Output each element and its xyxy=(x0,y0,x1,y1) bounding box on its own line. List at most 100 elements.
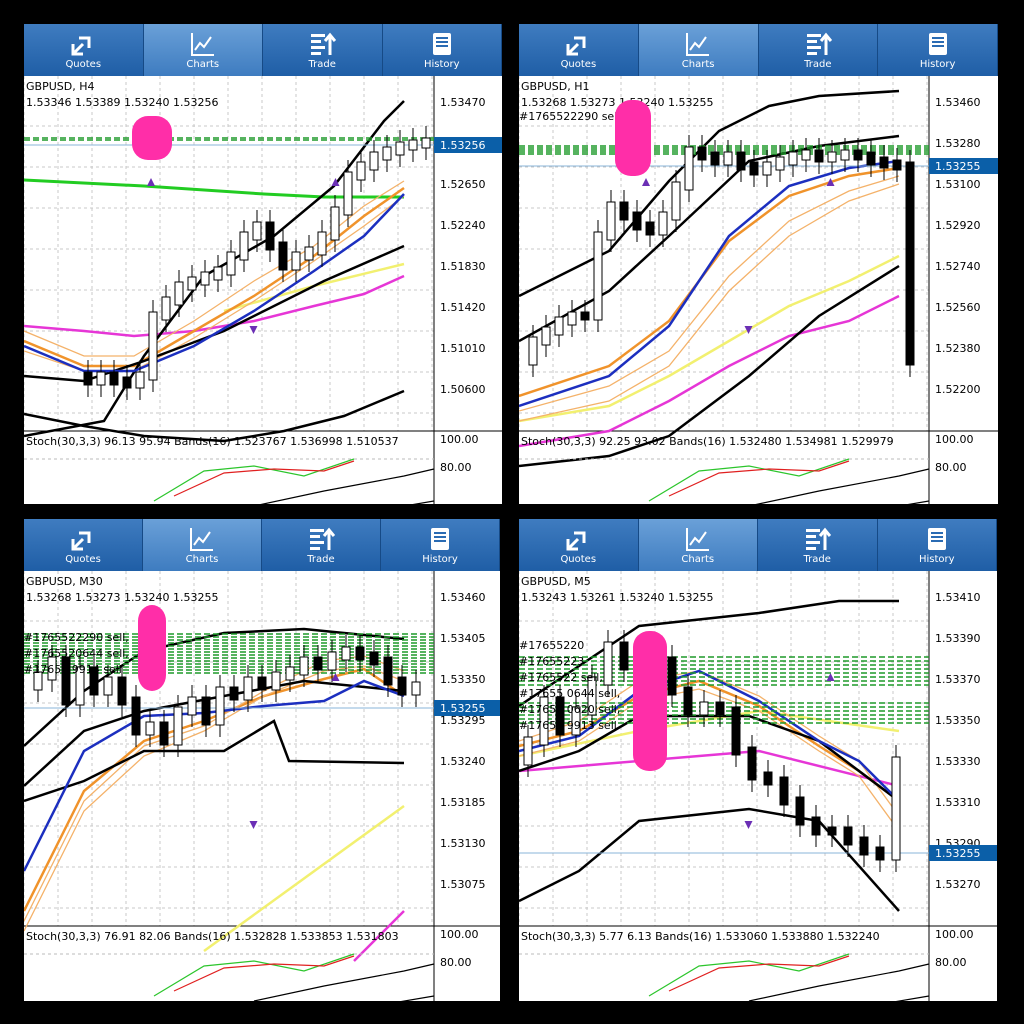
candle-bear xyxy=(313,656,323,671)
ohlc-label: 1.53268 1.53273 1.53240 1.53255 xyxy=(521,96,713,109)
chart-canvas[interactable]: GBPUSD, M30 1.53268 1.53273 1.53240 1.532… xyxy=(24,571,500,1001)
tab-history[interactable]: History xyxy=(878,519,997,571)
candle-bear xyxy=(619,641,629,671)
order-label: #1765522290 sell xyxy=(519,110,620,123)
tab-quotes[interactable]: Quotes xyxy=(519,519,639,571)
price-tag-value: 1.53256 xyxy=(440,139,486,152)
candle-bear xyxy=(747,746,757,781)
candle-bull xyxy=(658,211,668,236)
chart-canvas[interactable]: GBPUSD, H4 1.53346 1.53389 1.53240 1.5325… xyxy=(24,76,502,504)
price-axis-tick: 1.53410 xyxy=(935,591,981,604)
bollinger-band-line xyxy=(24,627,405,747)
tab-trade[interactable]: Trade xyxy=(759,24,879,76)
tab-history[interactable]: History xyxy=(878,24,998,76)
candle-bear xyxy=(814,149,824,163)
nav-bar: Quotes Charts Trade History xyxy=(24,519,500,571)
tab-trade[interactable]: Trade xyxy=(758,519,878,571)
candle-bear xyxy=(580,311,590,321)
price-axis-tick: 1.53130 xyxy=(440,837,486,850)
candle-bear xyxy=(859,836,869,856)
candle-bull xyxy=(33,671,43,691)
order-label: #17655 0620 sell, xyxy=(519,703,620,716)
grid xyxy=(519,571,929,926)
price-tag-value: 1.53255 xyxy=(935,847,981,860)
candle-bull xyxy=(840,149,850,161)
price-tag xyxy=(929,158,998,174)
tab-history[interactable]: History xyxy=(383,24,502,76)
nav-bar: Quotes Charts Trade History xyxy=(519,519,997,571)
candle-bull xyxy=(317,231,327,256)
nav-bar: Quotes Charts Trade History xyxy=(519,24,998,76)
candle-bear xyxy=(875,846,885,861)
tab-label: Quotes xyxy=(560,59,597,70)
stoch-axis-tick: 100.00 xyxy=(440,433,479,446)
stoch-signal-line xyxy=(668,955,850,992)
tab-trade[interactable]: Trade xyxy=(262,519,381,571)
tab-quotes[interactable]: Quotes xyxy=(519,24,639,76)
candles xyxy=(528,135,915,377)
price-axis-tick: 1.52380 xyxy=(935,342,981,355)
stoch-axis-tick: 80.00 xyxy=(935,461,967,474)
fractal-marker xyxy=(249,821,258,829)
candle-bull xyxy=(571,706,581,736)
candle-bear xyxy=(122,376,132,389)
price-axis-tick: 1.52200 xyxy=(935,383,981,396)
candle-bear xyxy=(843,826,853,846)
price-axis-tick: 1.52240 xyxy=(440,219,486,232)
price-tag-value: 1.53255 xyxy=(440,702,486,715)
candle-bull xyxy=(299,656,309,676)
candle-bull xyxy=(606,201,616,241)
candle-bull xyxy=(285,666,295,681)
stoch-signal-line xyxy=(173,955,355,992)
candle-bear xyxy=(795,796,805,826)
price-axis-tick: 1.53100 xyxy=(935,178,981,191)
stoch-label: Stoch(30,3,3) 76.91 82.06 Bands(16) 1.53… xyxy=(26,930,399,943)
candle-bull xyxy=(788,151,798,166)
tab-history[interactable]: History xyxy=(381,519,500,571)
bollinger-band-line xyxy=(519,264,900,468)
tab-quotes[interactable]: Quotes xyxy=(24,519,143,571)
order-label: #1765520644 sell, xyxy=(24,647,129,660)
candle-bear xyxy=(710,151,720,166)
candle-bull xyxy=(587,676,597,716)
stoch-axis-tick: 80.00 xyxy=(935,956,967,969)
bollinger-band-line xyxy=(24,100,405,438)
tab-charts[interactable]: Charts xyxy=(143,519,262,571)
tab-charts[interactable]: Charts xyxy=(638,519,758,571)
price-tag xyxy=(929,845,997,861)
fractal-marker xyxy=(744,821,753,829)
price-axis-tick: 1.51010 xyxy=(440,342,486,355)
price-axis-tick: 1.53310 xyxy=(935,796,981,809)
candle-bear xyxy=(265,221,275,251)
candle-bear xyxy=(355,646,365,661)
stoch-main-line xyxy=(153,458,355,502)
tab-label: Quotes xyxy=(560,554,597,565)
price-axis-tick: 1.53270 xyxy=(935,878,981,891)
price-axis-tick: 1.53280 xyxy=(935,137,981,150)
price-axis-tick: 1.53405 xyxy=(440,632,486,645)
candle-bull xyxy=(801,149,811,161)
tab-quotes[interactable]: Quotes xyxy=(24,24,144,76)
fractal-marker xyxy=(249,326,258,334)
redaction-highlight xyxy=(615,100,651,176)
price-axis-tick: 1.53185 xyxy=(440,796,486,809)
candle-bull xyxy=(291,251,301,271)
ma-yellow-line xyxy=(203,804,405,953)
price-axis-tick: 1.53350 xyxy=(440,673,486,686)
tab-trade[interactable]: Trade xyxy=(263,24,383,76)
ma-magenta-line xyxy=(519,294,900,448)
stoch-band-line xyxy=(748,963,930,1001)
tab-charts[interactable]: Charts xyxy=(638,24,759,76)
chart-canvas[interactable]: GBPUSD, M5 1.53243 1.53261 1.53240 1.5325… xyxy=(519,571,997,1001)
ohlc-label: 1.53243 1.53261 1.53240 1.53255 xyxy=(521,591,713,604)
candle-bear xyxy=(879,156,889,169)
stoch-signal-line xyxy=(668,460,850,497)
tab-charts[interactable]: Charts xyxy=(143,24,263,76)
candle-bear xyxy=(159,721,169,746)
candle-bull xyxy=(382,146,392,161)
price-axis-tick: 1.52560 xyxy=(935,301,981,314)
chart-canvas[interactable]: GBPUSD, H1 1.53268 1.53273 1.53240 1.5325… xyxy=(519,76,998,504)
stoch-signal-line xyxy=(173,460,355,497)
price-axis-tick: 1.53370 xyxy=(935,673,981,686)
candle-bear xyxy=(117,676,127,706)
